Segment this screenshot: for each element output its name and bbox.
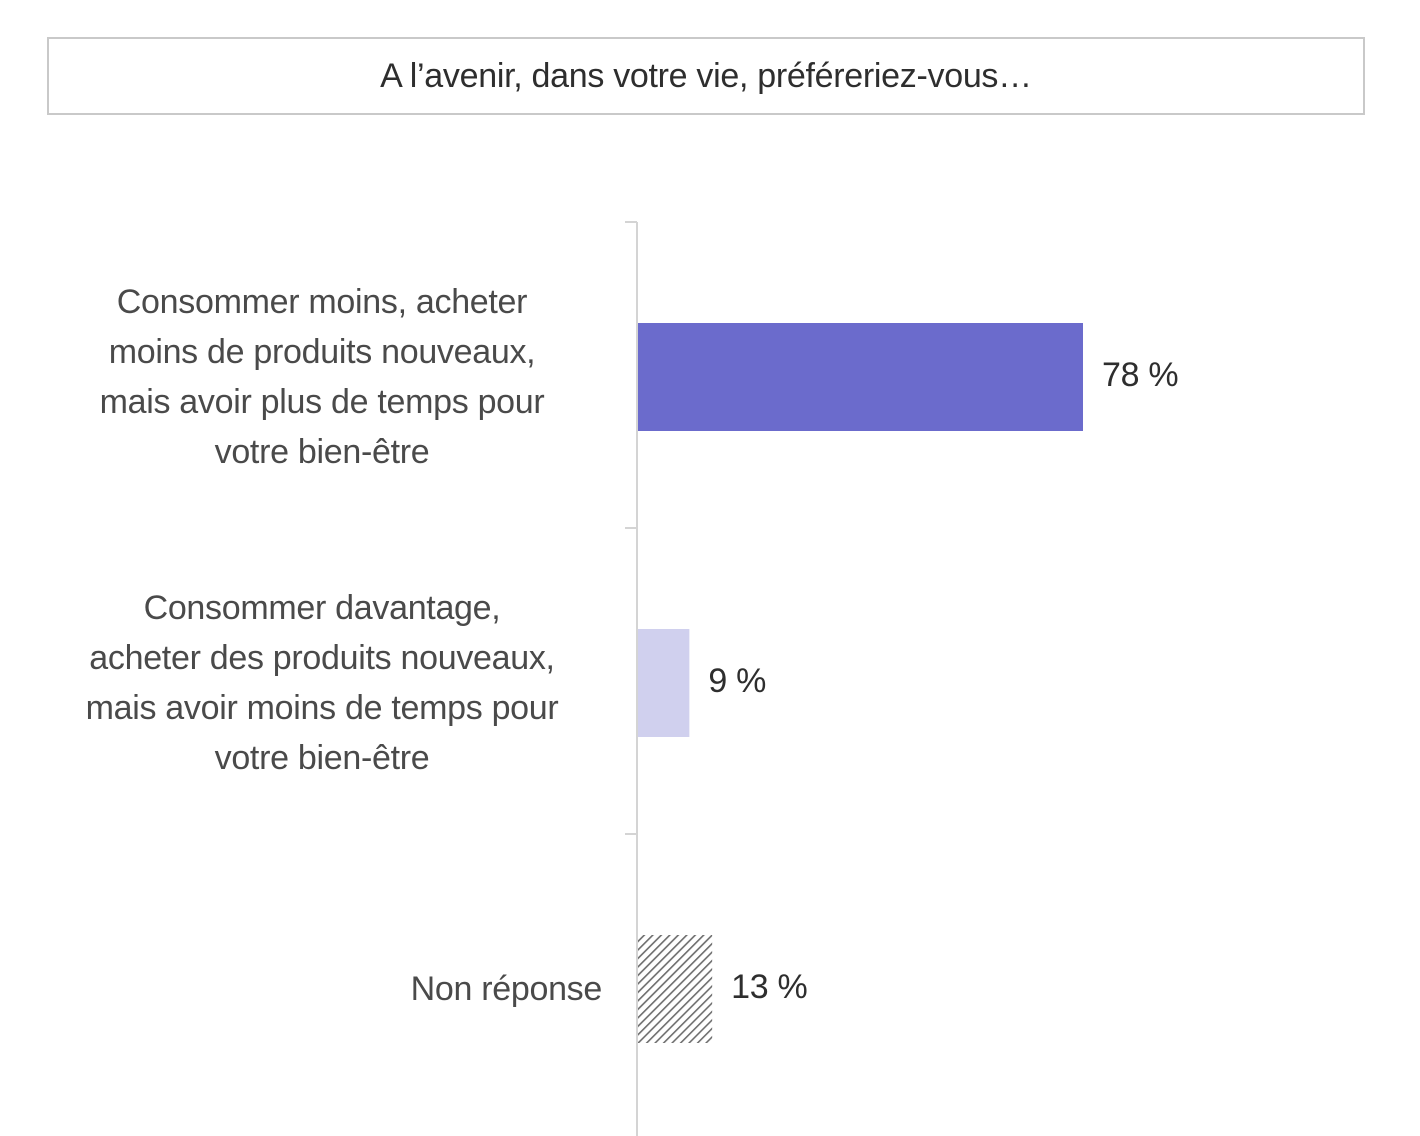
bar-3 [638, 935, 713, 1043]
category-label-line: Non réponse [410, 970, 603, 1008]
chart-title-box: A l’avenir, dans votre vie, préféreriez-… [47, 37, 1365, 115]
value-label-1: 78 % [1102, 356, 1179, 394]
category-label-line: votre bien-être [214, 739, 430, 777]
bar-1 [638, 323, 1083, 431]
category-label-line: Consommer davantage, [143, 589, 501, 627]
chart-title: A l’avenir, dans votre vie, préféreriez-… [380, 56, 1032, 95]
value-label-2: 9 % [708, 662, 767, 700]
category-label-3: Non réponse [42, 964, 603, 1014]
category-label-line: votre bien-être [214, 433, 430, 471]
bar-2 [638, 629, 690, 737]
category-label-1: Consommer moins, acheter moins de produit… [42, 277, 602, 477]
category-label-line: mais avoir moins de temps pour [85, 689, 559, 727]
value-label-3: 13 % [731, 968, 808, 1006]
category-label-line: mais avoir plus de temps pour [99, 383, 545, 421]
category-label-line: acheter des produits nouveaux, [89, 639, 555, 677]
category-label-line: Consommer moins, acheter [116, 283, 528, 321]
category-label-line: moins de produits nouveaux, [108, 333, 536, 371]
category-label-2: Consommer davantage, acheter des produits… [42, 583, 602, 783]
